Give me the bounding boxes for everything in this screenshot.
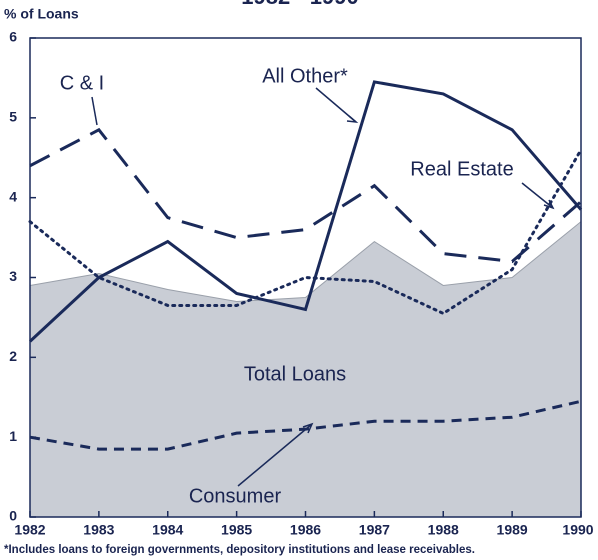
x-tick-label: 1989 — [497, 522, 528, 538]
y-tick-label: 5 — [9, 109, 17, 125]
y-tick-label: 3 — [9, 268, 17, 284]
footnote: *Includes loans to foreign governments, … — [4, 544, 475, 556]
x-tick-label: 1988 — [428, 522, 459, 538]
y-tick-label: 2 — [9, 348, 17, 364]
arrow — [521, 182, 554, 209]
x-tick-label: 1987 — [359, 522, 390, 538]
x-tick-label: 1990 — [562, 522, 593, 538]
x-tick-label: 1984 — [152, 522, 183, 538]
x-tick-label: 1983 — [83, 522, 114, 538]
chart-title: 1982 - 1990 — [241, 0, 358, 9]
arrow — [237, 423, 313, 487]
arrow-head — [543, 199, 555, 210]
line — [29, 127, 582, 264]
y-tick-label: 4 — [9, 188, 17, 204]
x-tick-label: 1985 — [221, 522, 252, 538]
x-tick-label: 1982 — [14, 522, 45, 538]
arrows — [91, 87, 555, 487]
arrow — [91, 96, 98, 126]
line — [28, 80, 583, 343]
series-label: C & I — [60, 72, 104, 94]
series-label: Real Estate — [410, 158, 513, 180]
arrow-head — [346, 115, 359, 124]
x-tick-label: 1986 — [290, 522, 321, 538]
y-tick-label: 1 — [9, 428, 17, 444]
series-label: All Other* — [262, 65, 348, 87]
series-label: Consumer — [189, 485, 282, 507]
series-label: Total Loans — [244, 363, 346, 385]
line — [28, 148, 583, 316]
plot-area: 0 1 2 3 4 5 6 1982 1983 1984 1985 1986 1987 1988 1989 1… — [9, 29, 594, 538]
y-tick-label: 0 — [9, 508, 17, 524]
arrow-head — [302, 422, 314, 434]
y-tick-label: 6 — [9, 29, 17, 45]
y-axis-label: % of Loans — [4, 6, 79, 22]
